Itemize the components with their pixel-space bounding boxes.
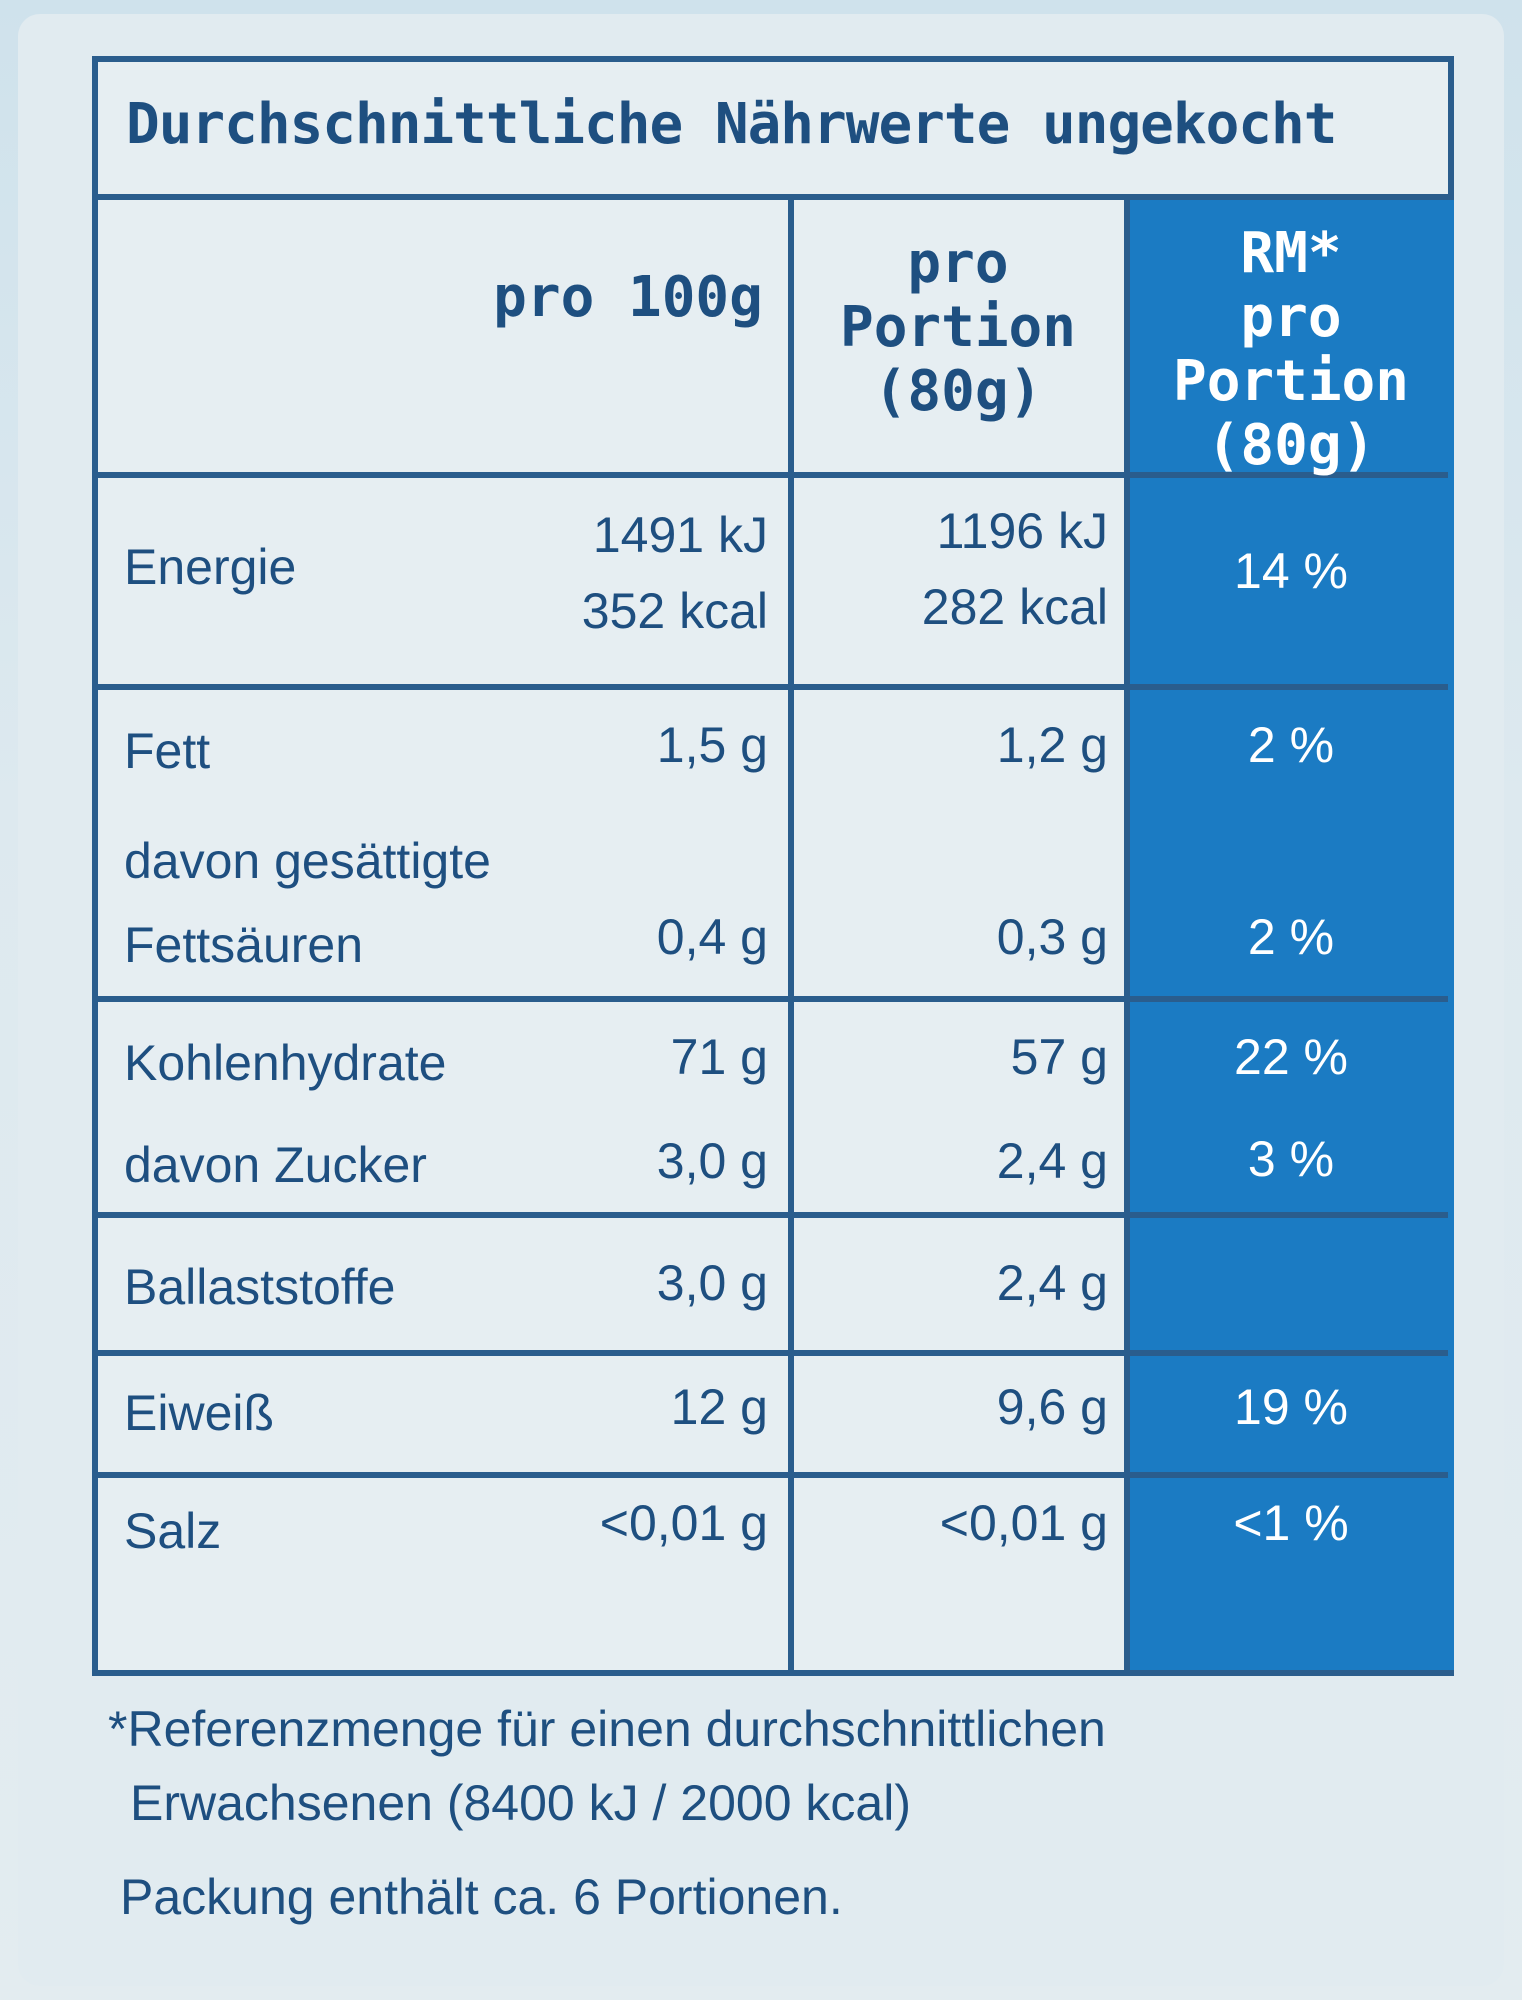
- label-eiweiss: Eiweiß: [124, 1385, 275, 1441]
- footnote-reference: *Referenzmenge für einen durchschnittlic…: [108, 1701, 1106, 1757]
- row-divider-energie: [98, 472, 1448, 478]
- kohlenhydrate-per100: 71 g: [670, 1029, 768, 1085]
- energie-per100-kcal: 352 kcal: [581, 583, 768, 639]
- rm-column-background: [1128, 200, 1454, 1670]
- gesaettigte-rm: 2 %: [1247, 909, 1335, 965]
- zucker-rm: 3 %: [1247, 1131, 1335, 1187]
- zucker-portion: 2,4 g: [996, 1133, 1108, 1189]
- row-divider-ballaststoffe: [98, 1212, 1448, 1218]
- gesaettigte-portion: 0,3 g: [996, 909, 1108, 965]
- salz-portion: <0,01 g: [939, 1495, 1108, 1551]
- row-divider-salz: [98, 1472, 1448, 1478]
- column-divider-2: [1124, 194, 1130, 1670]
- label-gesaettigte-line2: Fettsäuren: [124, 917, 364, 973]
- row-divider-kohlenhydrate: [98, 996, 1448, 1002]
- salz-per100: <0,01 g: [599, 1495, 768, 1551]
- header-rm-line1: RM*: [1240, 221, 1342, 286]
- header-per-portion: pro Portion (80g): [798, 232, 1118, 424]
- table-title: Durchschnittliche Nährwerte ungekocht: [126, 92, 1337, 157]
- label-kohlenhydrate: Kohlenhydrate: [124, 1035, 447, 1091]
- header-rm-line2: pro Portion: [1172, 285, 1409, 414]
- fett-rm: 2 %: [1247, 717, 1335, 773]
- eiweiss-rm: 19 %: [1234, 1379, 1348, 1435]
- label-salz: Salz: [124, 1503, 222, 1559]
- header-per-portion-line1: pro: [907, 231, 1009, 296]
- label-zucker: davon Zucker: [124, 1137, 427, 1193]
- energie-per100-kj: 1491 kJ: [592, 507, 768, 563]
- salz-rm: <1 %: [1233, 1495, 1349, 1551]
- fett-portion: 1,2 g: [996, 717, 1108, 773]
- label-fett: Fett: [124, 723, 211, 779]
- eiweiss-per100: 12 g: [670, 1379, 768, 1435]
- kohlenhydrate-rm: 22 %: [1234, 1029, 1348, 1085]
- header-per-100g: pro 100g: [493, 265, 763, 330]
- label-energie: Energie: [124, 539, 297, 595]
- header-rm-line3: (80g): [1206, 413, 1376, 478]
- kohlenhydrate-portion: 57 g: [1010, 1029, 1108, 1085]
- column-divider-1: [788, 194, 794, 1670]
- zucker-per100: 3,0 g: [656, 1133, 768, 1189]
- fett-per100: 1,5 g: [656, 717, 768, 773]
- energie-portion-kj: 1196 kJ: [936, 503, 1108, 559]
- footnote-portions: Packung enthält ca. 6 Portionen.: [120, 1869, 843, 1925]
- label-gesaettigte-line1: davon gesättigte: [124, 833, 491, 889]
- header-divider: [98, 194, 1448, 200]
- label-ballaststoffe: Ballaststoffe: [124, 1259, 396, 1315]
- row-divider-fett: [98, 684, 1448, 690]
- header-per-portion-line2: Portion: [839, 295, 1076, 360]
- row-divider-eiweiss: [98, 1350, 1448, 1356]
- ballaststoffe-per100: 3,0 g: [656, 1255, 768, 1311]
- header-rm: RM* pro Portion (80g): [1128, 222, 1454, 478]
- header-per-portion-line3: (80g): [873, 359, 1043, 424]
- footnote-adult: Erwachsenen (8400 kJ / 2000 kcal): [130, 1775, 911, 1831]
- ballaststoffe-portion: 2,4 g: [996, 1255, 1108, 1311]
- eiweiss-portion: 9,6 g: [996, 1379, 1108, 1435]
- nutrition-table: Durchschnittliche Nährwerte ungekocht pr…: [92, 56, 1454, 1676]
- energie-portion-kcal: 282 kcal: [921, 579, 1108, 635]
- energie-rm: 14 %: [1234, 543, 1348, 599]
- gesaettigte-per100: 0,4 g: [656, 909, 768, 965]
